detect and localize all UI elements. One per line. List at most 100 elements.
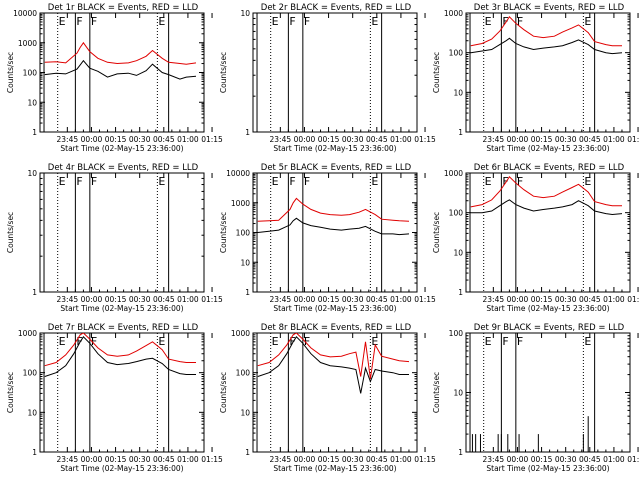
x-tick-label: 00:15 bbox=[318, 455, 340, 464]
y-tick-label: 1 bbox=[32, 288, 37, 297]
y-tick-label: 1000 bbox=[444, 9, 463, 18]
y-axis-label: Counts/sec bbox=[432, 372, 441, 413]
eclipse-marker-label: E bbox=[371, 175, 378, 188]
x-tick-label: 00:15 bbox=[105, 295, 127, 304]
x-tick-label: 00:00 bbox=[81, 135, 103, 144]
y-tick-label: 10 bbox=[453, 389, 463, 398]
x-tick-label: 00:00 bbox=[294, 455, 316, 464]
y-tick-label: 10000 bbox=[13, 9, 37, 18]
x-tick-label: 23:45 bbox=[483, 295, 505, 304]
x-axis-label: Start Time (02-May-15 23:36:00) bbox=[60, 304, 183, 313]
x-tick-label: 00:00 bbox=[507, 295, 529, 304]
flare-marker-label: F bbox=[289, 335, 295, 348]
plot-frame bbox=[252, 172, 418, 293]
x-tick-label: 00:45 bbox=[366, 295, 388, 304]
y-tick-label: 1 bbox=[32, 128, 37, 137]
x-tick-label: 00:45 bbox=[579, 135, 601, 144]
y-tick-label: 1 bbox=[458, 128, 463, 137]
x-tick-label: 01:00 bbox=[177, 455, 199, 464]
y-tick-label: 1000 bbox=[231, 199, 250, 208]
y-tick-label: 1 bbox=[245, 448, 250, 457]
x-tick-label: 23:45 bbox=[270, 135, 292, 144]
x-tick-label: 23:45 bbox=[57, 295, 79, 304]
detector-panel-7: Det 7r BLACK = Events, RED = LLD 1 10 100 10… bbox=[6, 323, 223, 473]
x-axis-label: Start Time (02-May-15 23:36:00) bbox=[486, 144, 609, 153]
y-axis-label: Counts/sec bbox=[432, 52, 441, 93]
plot-frame bbox=[39, 12, 205, 133]
y-tick-label: 100 bbox=[449, 209, 464, 218]
flare-marker-label: F bbox=[289, 175, 295, 188]
eclipse-marker-label: E bbox=[272, 175, 279, 188]
x-tick-label: 01:15 bbox=[201, 455, 223, 464]
y-tick-label: 100 bbox=[236, 229, 251, 238]
x-tick-label: 00:15 bbox=[531, 295, 553, 304]
y-tick-label: 1000 bbox=[18, 39, 37, 48]
events-series-line bbox=[470, 37, 623, 55]
eclipse-marker-label: E bbox=[584, 175, 591, 188]
eclipse-marker-label: E bbox=[485, 335, 492, 348]
x-tick-label: 01:15 bbox=[201, 295, 223, 304]
flare-marker-label: F bbox=[76, 335, 82, 348]
flare-marker-label: F bbox=[502, 335, 508, 348]
panel-title: Det 3r BLACK = Events, RED = LLD bbox=[474, 3, 625, 13]
events-series-line bbox=[257, 217, 410, 236]
events-series-line bbox=[44, 59, 197, 80]
panel-title: Det 4r BLACK = Events, RED = LLD bbox=[48, 163, 199, 173]
y-tick-label: 10 bbox=[453, 248, 463, 257]
x-tick-label: 01:00 bbox=[177, 135, 199, 144]
events-series-line bbox=[257, 336, 409, 394]
x-axis-label: Start Time (02-May-15 23:36:00) bbox=[273, 304, 396, 313]
panel-title: Det 5r BLACK = Events, RED = LLD bbox=[261, 163, 412, 173]
detector-panel-6: Det 6r BLACK = Events, RED = LLD 1 10 100 10… bbox=[432, 163, 640, 313]
eclipse-marker-label: E bbox=[584, 15, 591, 28]
x-tick-label: 00:30 bbox=[555, 135, 577, 144]
y-tick-label: 10 bbox=[240, 258, 250, 267]
lld-series-line bbox=[470, 16, 622, 47]
detector-panel-3: Det 3r BLACK = Events, RED = LLD 1 10 100 10… bbox=[432, 3, 640, 153]
x-tick-label: 01:00 bbox=[177, 295, 199, 304]
y-axis-label: Counts/sec bbox=[432, 212, 441, 253]
panel-title: Det 6r BLACK = Events, RED = LLD bbox=[474, 163, 625, 173]
x-tick-label: 23:45 bbox=[57, 455, 79, 464]
x-tick-label: 00:30 bbox=[129, 295, 151, 304]
x-tick-label: 00:45 bbox=[153, 135, 175, 144]
eclipse-marker-label: E bbox=[584, 335, 591, 348]
panel-title: Det 1r BLACK = Events, RED = LLD bbox=[48, 3, 199, 13]
lld-series-line bbox=[257, 333, 410, 379]
y-tick-label: 100 bbox=[236, 369, 251, 378]
eclipse-marker-label: E bbox=[158, 15, 165, 28]
x-axis-label: Start Time (02-May-15 23:36:00) bbox=[486, 304, 609, 313]
plot-frame bbox=[39, 332, 205, 453]
panel-title: Det 9r BLACK = Events, RED = LLD bbox=[474, 323, 625, 333]
y-tick-label: 10 bbox=[27, 408, 37, 417]
y-tick-label: 10000 bbox=[226, 169, 250, 178]
flare-marker-label: F bbox=[76, 15, 82, 28]
x-tick-label: 01:00 bbox=[603, 135, 625, 144]
x-tick-label: 00:30 bbox=[342, 295, 364, 304]
flare-marker-label: F bbox=[289, 15, 295, 28]
x-tick-label: 01:00 bbox=[390, 455, 412, 464]
x-tick-label: 00:45 bbox=[579, 455, 601, 464]
y-axis-label: Counts/sec bbox=[219, 372, 228, 413]
x-tick-label: 00:45 bbox=[153, 455, 175, 464]
x-tick-label: 01:15 bbox=[627, 295, 640, 304]
flare-marker-label: F bbox=[91, 335, 97, 348]
x-tick-label: 01:00 bbox=[603, 295, 625, 304]
y-tick-label: 1 bbox=[458, 448, 463, 457]
y-tick-label: 1000 bbox=[444, 169, 463, 178]
x-tick-label: 23:45 bbox=[270, 455, 292, 464]
x-tick-label: 00:00 bbox=[507, 455, 529, 464]
x-tick-label: 00:30 bbox=[555, 295, 577, 304]
x-tick-label: 23:45 bbox=[270, 295, 292, 304]
eclipse-marker-label: E bbox=[272, 335, 279, 348]
flare-marker-label: F bbox=[91, 15, 97, 28]
flare-marker-label: F bbox=[517, 175, 523, 188]
plot-frame bbox=[39, 172, 205, 293]
x-axis-label: Start Time (02-May-15 23:36:00) bbox=[273, 464, 396, 473]
x-tick-label: 01:00 bbox=[390, 135, 412, 144]
eclipse-marker-label: E bbox=[59, 335, 66, 348]
y-tick-label: 10 bbox=[453, 88, 463, 97]
x-tick-label: 00:15 bbox=[318, 135, 340, 144]
y-axis-label: Counts/sec bbox=[219, 52, 228, 93]
